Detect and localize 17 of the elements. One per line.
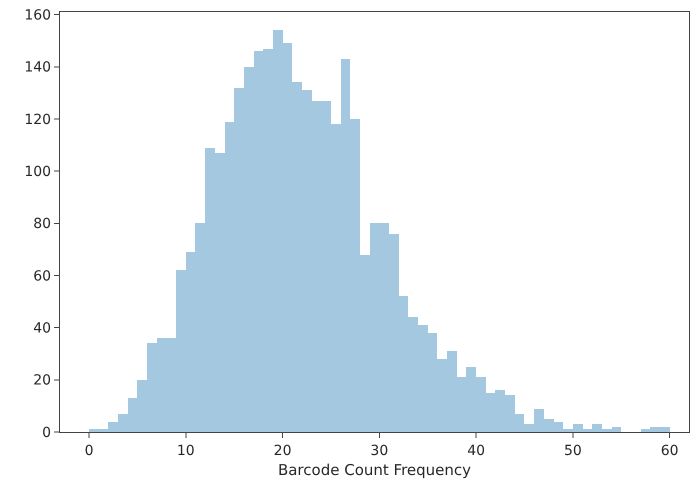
y-tick-label: 80 [33, 216, 52, 232]
y-tick-label: 100 [24, 164, 52, 180]
x-tick-label: 60 [660, 442, 679, 459]
x-tick-label: 40 [467, 442, 486, 459]
x-tick-label: 50 [564, 442, 582, 459]
y-tick-label: 160 [24, 8, 52, 24]
y-tick-label: 40 [33, 320, 52, 337]
y-tick-label: 120 [24, 112, 52, 128]
x-axis-title: Barcode Count Frequency [278, 460, 472, 479]
x-tick-label: 0 [84, 442, 94, 459]
y-tick-label: 140 [24, 60, 52, 76]
y-tick-label: 0 [42, 424, 52, 441]
y-tick-label: 20 [33, 372, 52, 389]
x-tick-label: 10 [176, 442, 195, 459]
y-tick-label: 60 [33, 268, 52, 284]
x-tick-label: 30 [370, 442, 388, 459]
x-tick-label: 20 [274, 442, 292, 459]
